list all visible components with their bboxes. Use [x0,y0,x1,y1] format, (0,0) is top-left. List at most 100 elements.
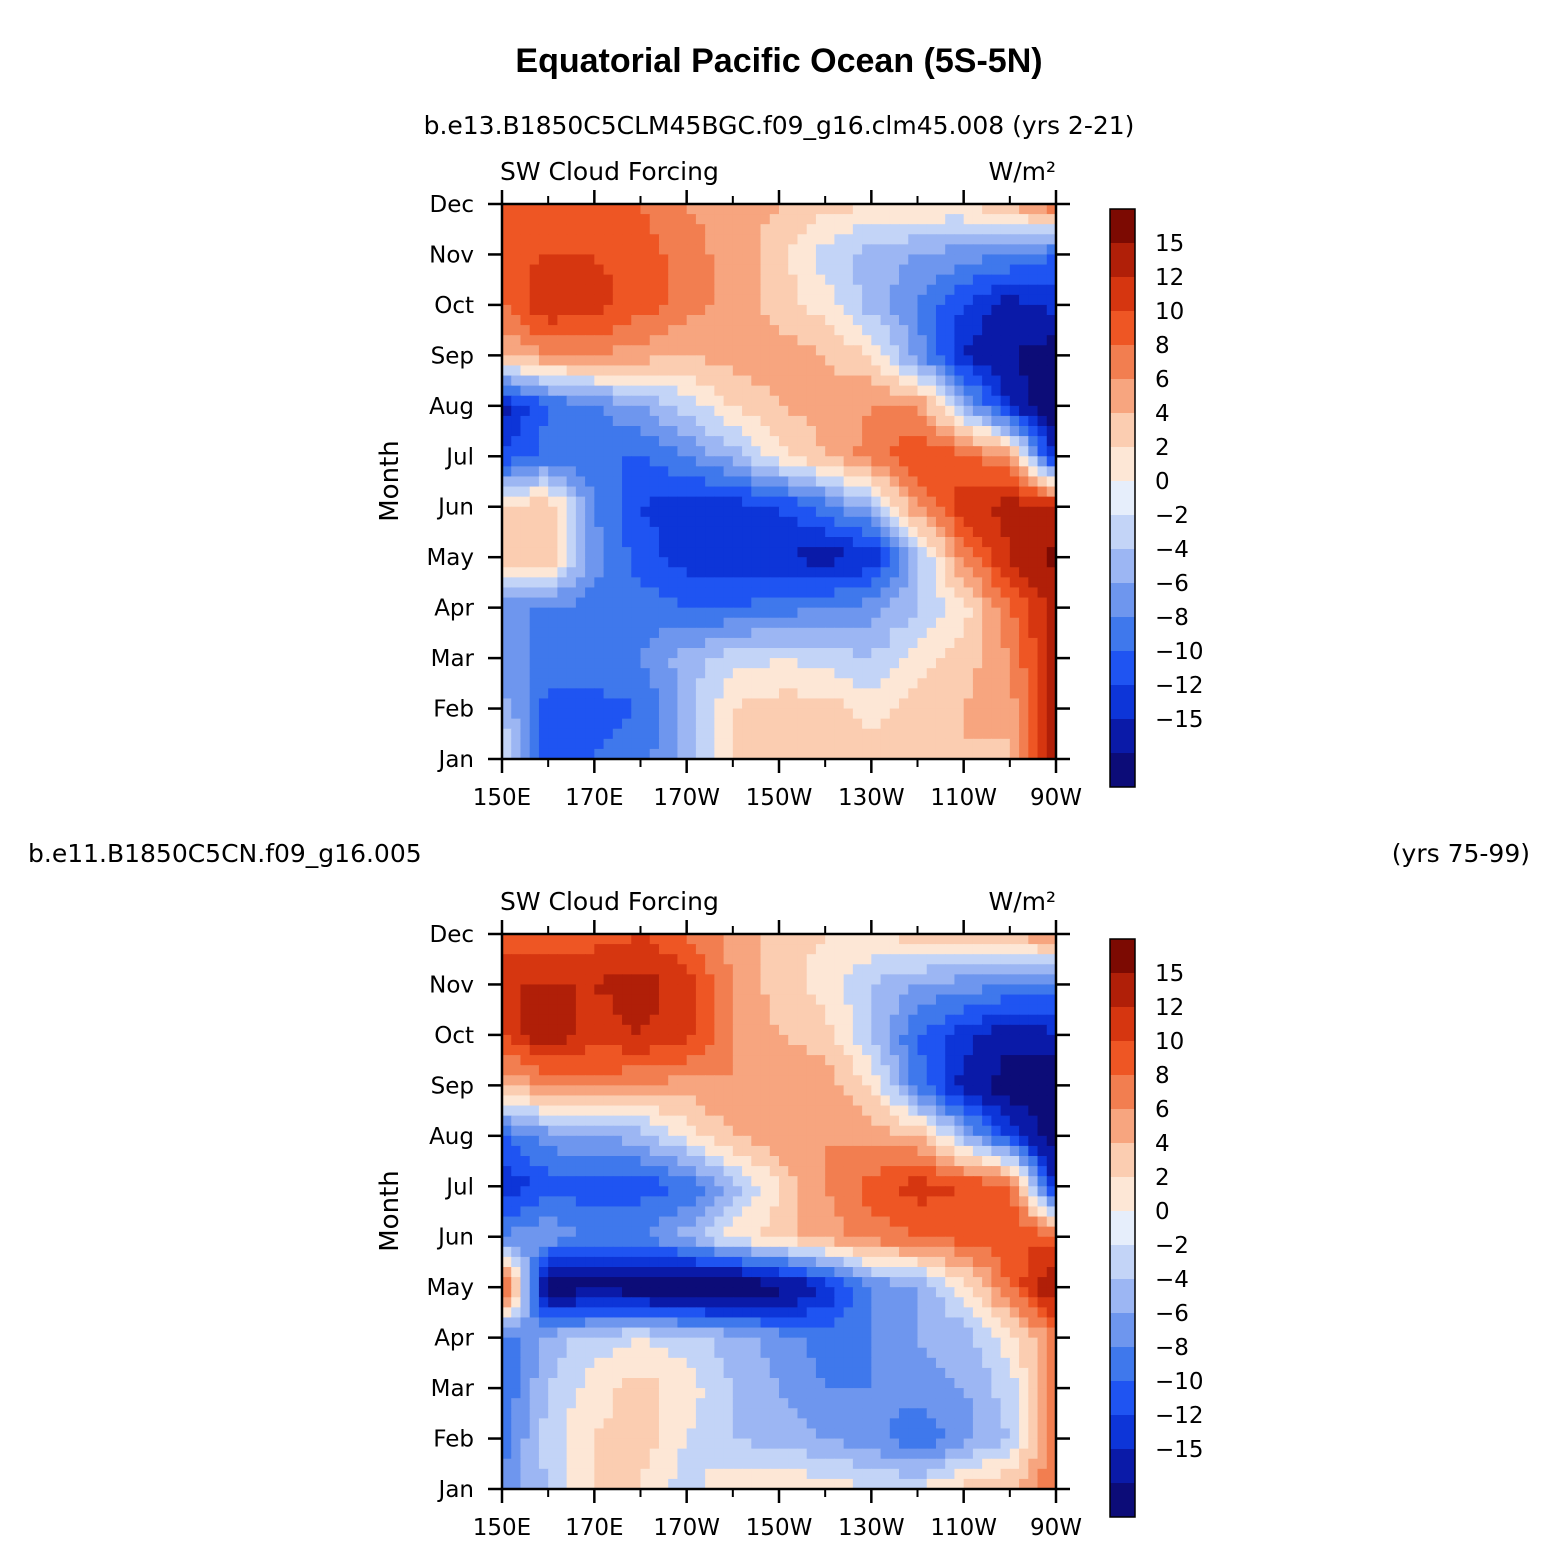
heatmap-cell [530,1095,540,1106]
heatmap-cell [1019,305,1029,316]
heatmap-cell [502,285,512,296]
heatmap-cell [677,974,687,985]
heatmap-cell [788,1166,798,1177]
heatmap-cell [548,325,558,336]
heatmap-cell [844,527,854,538]
heatmap-cell [742,698,752,709]
heatmap-cell [585,1176,595,1187]
heatmap-cell [751,739,761,750]
heatmap-cell [770,466,780,477]
heatmap-cell [687,244,697,255]
heatmap-cell [918,678,928,689]
heatmap-cell [936,729,946,740]
heatmap-cell [650,567,660,578]
heatmap-cell [1028,345,1038,356]
heatmap-cell [853,709,863,720]
heatmap-cell [567,355,577,366]
heatmap-cell [927,1126,937,1137]
heatmap-cell [751,497,761,508]
heatmap-cell [807,1095,817,1106]
heatmap-cell [705,984,715,995]
heatmap-cell [871,497,881,508]
heatmap-cell [677,1176,687,1187]
heatmap-cell [650,1095,660,1106]
heatmap-cell [890,739,900,750]
heatmap-cell [742,214,752,225]
heatmap-cell [973,436,983,447]
heatmap-cell [502,1186,512,1197]
heatmap-cell [520,618,530,629]
heatmap-cell [641,557,651,568]
heatmap-cell [622,1095,632,1106]
heatmap-cell [677,315,687,326]
heatmap-cell [511,547,521,558]
heatmap-cell [641,577,651,588]
heatmap-cell [677,517,687,528]
heatmap-cell [991,954,1001,965]
heatmap-cell [807,1035,817,1046]
heatmap-cell [613,1166,623,1177]
heatmap-cell [520,1106,530,1117]
heatmap-cell [677,1065,687,1076]
heatmap-cell [982,426,992,437]
heatmap-cell [890,598,900,609]
heatmap-cell [687,335,697,346]
heatmap-cell [918,426,928,437]
heatmap-cell [751,698,761,709]
heatmap-cell [557,934,567,945]
heatmap-cell [502,658,512,669]
heatmap-cell [862,598,872,609]
heatmap-cell [770,487,780,498]
heatmap-cell [659,416,669,427]
heatmap-cell [1019,1156,1029,1167]
heatmap-cell [862,1186,872,1197]
heatmap-cell [1028,648,1038,659]
heatmap-cell [761,577,771,588]
heatmap-cell [613,1075,623,1086]
heatmap-cell [705,964,715,975]
heatmap-cell [604,1106,614,1117]
heatmap-cell [714,275,724,286]
heatmap-cell [770,934,780,945]
heatmap-cell [908,719,918,730]
heatmap-cell [890,406,900,417]
heatmap-cell [622,688,632,699]
heatmap-cell [982,376,992,387]
heatmap-cell [761,1055,771,1066]
heatmap-cell [1038,934,1048,945]
heatmap-cell [825,648,835,659]
heatmap-cell [890,964,900,975]
heatmap-cell [641,1095,651,1106]
heatmap-cell [908,1045,918,1056]
heatmap-cell [899,954,909,965]
heatmap-cell [613,224,623,235]
heatmap-cell [954,476,964,487]
heatmap-cell [936,365,946,376]
heatmap-cell [816,1156,826,1167]
heatmap-cell [687,608,697,619]
heatmap-cell [908,587,918,598]
heatmap-cell [871,934,881,945]
heatmap-cell [844,618,854,629]
heatmap-cell [1001,234,1011,245]
heatmap-cell [530,305,540,316]
heatmap-cell [825,436,835,447]
heatmap-cell [668,618,678,629]
heatmap-cell [788,648,798,659]
heatmap-cell [733,567,743,578]
heatmap-cell [677,295,687,306]
heatmap-cell [733,1156,743,1167]
heatmap-cell [936,678,946,689]
heatmap-cell [899,265,909,276]
y-tick-label: Jul [444,444,474,470]
heatmap-cell [650,1126,660,1137]
heatmap-cell [622,1015,632,1026]
heatmap-cell [918,406,928,417]
heatmap-cell [899,396,909,407]
heatmap-cell [761,1075,771,1086]
heatmap-cell [964,386,974,397]
heatmap-cell [687,456,697,467]
heatmap-cell [668,698,678,709]
heatmap-cell [622,678,632,689]
heatmap-cell [520,1065,530,1076]
